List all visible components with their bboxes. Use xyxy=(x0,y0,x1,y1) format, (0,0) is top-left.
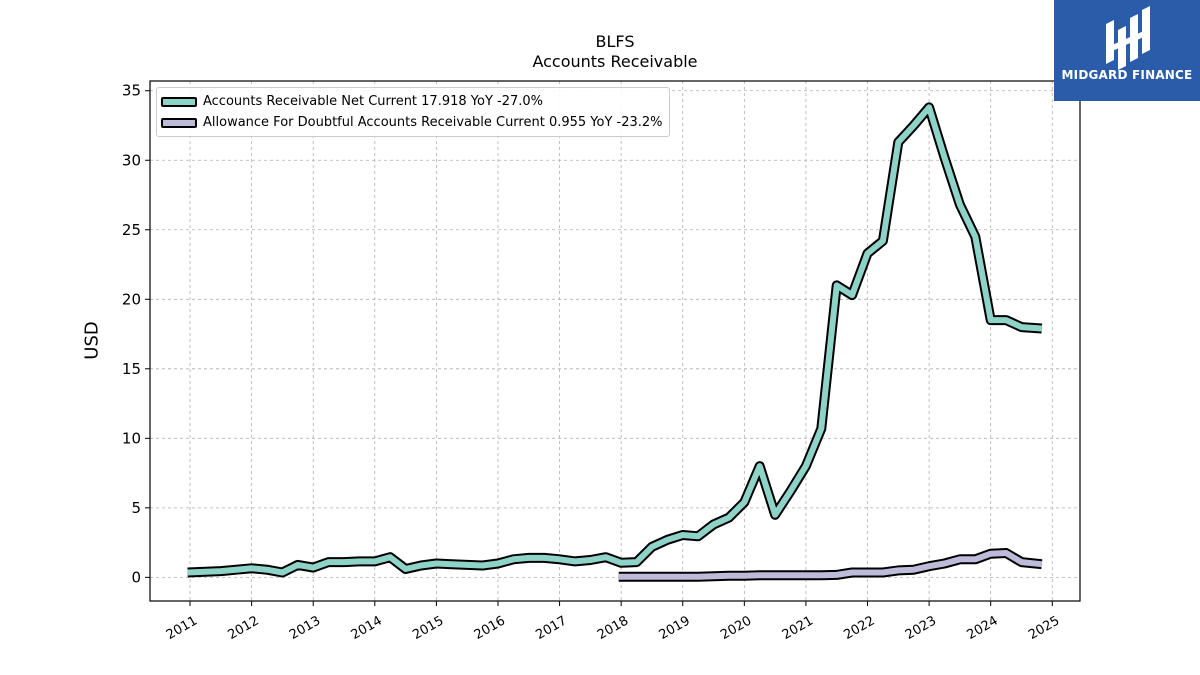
y-tick-label: 15 xyxy=(122,360,141,378)
x-tick-label: 2023 xyxy=(903,613,939,643)
chart-title: BLFS xyxy=(595,32,635,51)
x-tick-label: 2013 xyxy=(287,613,323,643)
x-tick-label: 2024 xyxy=(965,613,1001,643)
x-tick-label: 2012 xyxy=(225,613,261,643)
y-tick-label: 5 xyxy=(131,499,141,517)
chart-subtitle: Accounts Receivable xyxy=(532,52,698,71)
x-tick-label: 2017 xyxy=(533,613,569,643)
y-tick-label: 25 xyxy=(122,221,141,239)
legend-item-receivables: Accounts Receivable Net Current 17.918 Y… xyxy=(161,91,663,112)
x-tick-label: 2011 xyxy=(164,613,200,643)
series-line-0 xyxy=(187,104,1043,576)
logo-text: MIDGARD FINANCE xyxy=(1061,68,1193,82)
y-tick-label: 30 xyxy=(122,151,141,169)
y-tick-label: 0 xyxy=(131,568,141,586)
plot-frame xyxy=(149,80,1081,602)
y-axis-label: USD xyxy=(81,321,103,360)
legend: Accounts Receivable Net Current 17.918 Y… xyxy=(156,87,670,137)
legend-label-receivables: Accounts Receivable Net Current 17.918 Y… xyxy=(203,94,544,109)
x-tick-label: 2022 xyxy=(841,613,877,643)
x-tick-label: 2014 xyxy=(349,613,385,643)
brand-logo: MIDGARD FINANCE xyxy=(1054,0,1200,101)
x-tick-label: 2021 xyxy=(780,613,816,643)
series-outline-0 xyxy=(187,102,1043,578)
y-tick-label: 10 xyxy=(122,429,141,447)
x-tick-label: 2019 xyxy=(657,613,693,643)
y-tick-label: 20 xyxy=(122,290,141,308)
x-tick-label: 2025 xyxy=(1026,613,1062,643)
series-line-1 xyxy=(618,550,1043,580)
x-tick-label: 2016 xyxy=(472,613,508,643)
x-tick-label: 2020 xyxy=(718,613,754,643)
legend-swatch-receivables xyxy=(161,96,197,107)
x-tick-label: 2015 xyxy=(410,613,446,643)
x-tick-label: 2018 xyxy=(595,613,631,643)
legend-label-allowance: Allowance For Doubtful Accounts Receivab… xyxy=(203,115,663,130)
legend-swatch-allowance xyxy=(161,117,197,128)
logo-mark-icon xyxy=(1106,6,1150,70)
legend-item-allowance: Allowance For Doubtful Accounts Receivab… xyxy=(161,112,663,133)
y-tick-label: 35 xyxy=(122,82,141,100)
